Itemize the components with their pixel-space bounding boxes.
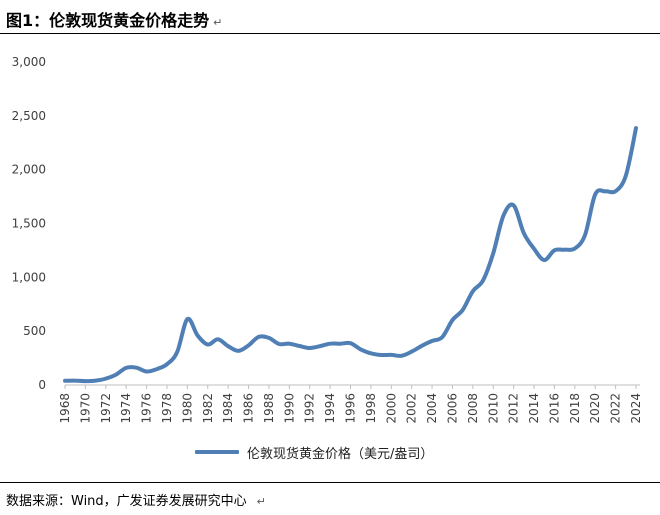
x-axis-tick-labels: 1968 1970 1972 1974 1976 1978 1980 1982 1984 1986… bbox=[58, 393, 643, 424]
y-tick-label: 500 bbox=[23, 324, 46, 338]
x-tick-label: 1976 bbox=[140, 393, 154, 424]
chart-legend: 伦敦现货黄金价格（美元/盎司） bbox=[195, 441, 433, 463]
x-tick-label: 1984 bbox=[221, 393, 235, 424]
y-axis-tick-labels: 0 500 1,000 1,500 2,000 2,500 3,000 bbox=[12, 55, 46, 392]
y-tick-label: 2,500 bbox=[12, 109, 46, 123]
y-tick-label: 3,000 bbox=[12, 55, 46, 69]
paragraph-mark-icon: ↵ bbox=[213, 16, 223, 29]
figure-title-bar: 图1：伦敦现货黄金价格走势 ↵ bbox=[0, 0, 660, 34]
x-tick-label: 1974 bbox=[119, 393, 133, 424]
x-tick-label: 1980 bbox=[180, 393, 194, 424]
x-tick-label: 2016 bbox=[547, 393, 561, 424]
legend-label: 伦敦现货黄金价格（美元/盎司） bbox=[247, 446, 434, 462]
source-divider bbox=[0, 482, 660, 483]
data-source-note: 数据来源：Wind，广发证券发展研究中心 ↵ bbox=[6, 490, 266, 509]
figure-title-text: 图1：伦敦现货黄金价格走势 bbox=[6, 11, 210, 30]
x-tick-label: 2008 bbox=[466, 393, 480, 424]
x-tick-label: 1998 bbox=[364, 393, 378, 424]
x-tick-label: 2024 bbox=[629, 393, 643, 424]
x-tick-label: 1978 bbox=[160, 393, 174, 424]
title-divider bbox=[0, 33, 660, 34]
x-tick-label: 1992 bbox=[303, 393, 317, 424]
x-tick-label: 2006 bbox=[445, 393, 459, 424]
x-tick-label: 1994 bbox=[323, 393, 337, 424]
y-tick-label: 1,500 bbox=[12, 217, 46, 231]
x-tick-label: 1986 bbox=[242, 393, 256, 424]
x-tick-label: 1996 bbox=[344, 393, 358, 424]
x-tick-label: 1982 bbox=[201, 393, 215, 424]
x-tick-label: 1972 bbox=[99, 393, 113, 424]
x-tick-label: 2002 bbox=[405, 393, 419, 424]
y-tick-label: 1,000 bbox=[12, 270, 46, 284]
x-tick-label: 2018 bbox=[568, 393, 582, 424]
x-tick-label: 1970 bbox=[78, 393, 92, 424]
x-tick-label: 1990 bbox=[282, 393, 296, 424]
x-tick-label: 2012 bbox=[507, 393, 521, 424]
x-tick-label: 1988 bbox=[262, 393, 276, 424]
data-source-text: 数据来源：Wind，广发证券发展研究中心 bbox=[6, 494, 247, 509]
x-tick-label: 2014 bbox=[527, 393, 541, 424]
x-tick-label: 2020 bbox=[588, 393, 602, 424]
x-tick-label: 2000 bbox=[384, 393, 398, 424]
series-line-gold-price bbox=[63, 126, 638, 384]
x-tick-label: 2004 bbox=[425, 393, 439, 424]
x-tick-label: 1968 bbox=[58, 393, 72, 424]
x-axis-tick-marks bbox=[64, 385, 637, 389]
x-tick-label: 2022 bbox=[609, 393, 623, 424]
y-tick-label: 2,000 bbox=[12, 163, 46, 177]
figure-title: 图1：伦敦现货黄金价格走势 ↵ bbox=[6, 7, 222, 31]
y-tick-label: 0 bbox=[38, 378, 46, 392]
x-tick-label: 2010 bbox=[486, 393, 500, 424]
legend-swatch bbox=[195, 450, 239, 454]
paragraph-mark-icon: ↵ bbox=[256, 495, 266, 508]
